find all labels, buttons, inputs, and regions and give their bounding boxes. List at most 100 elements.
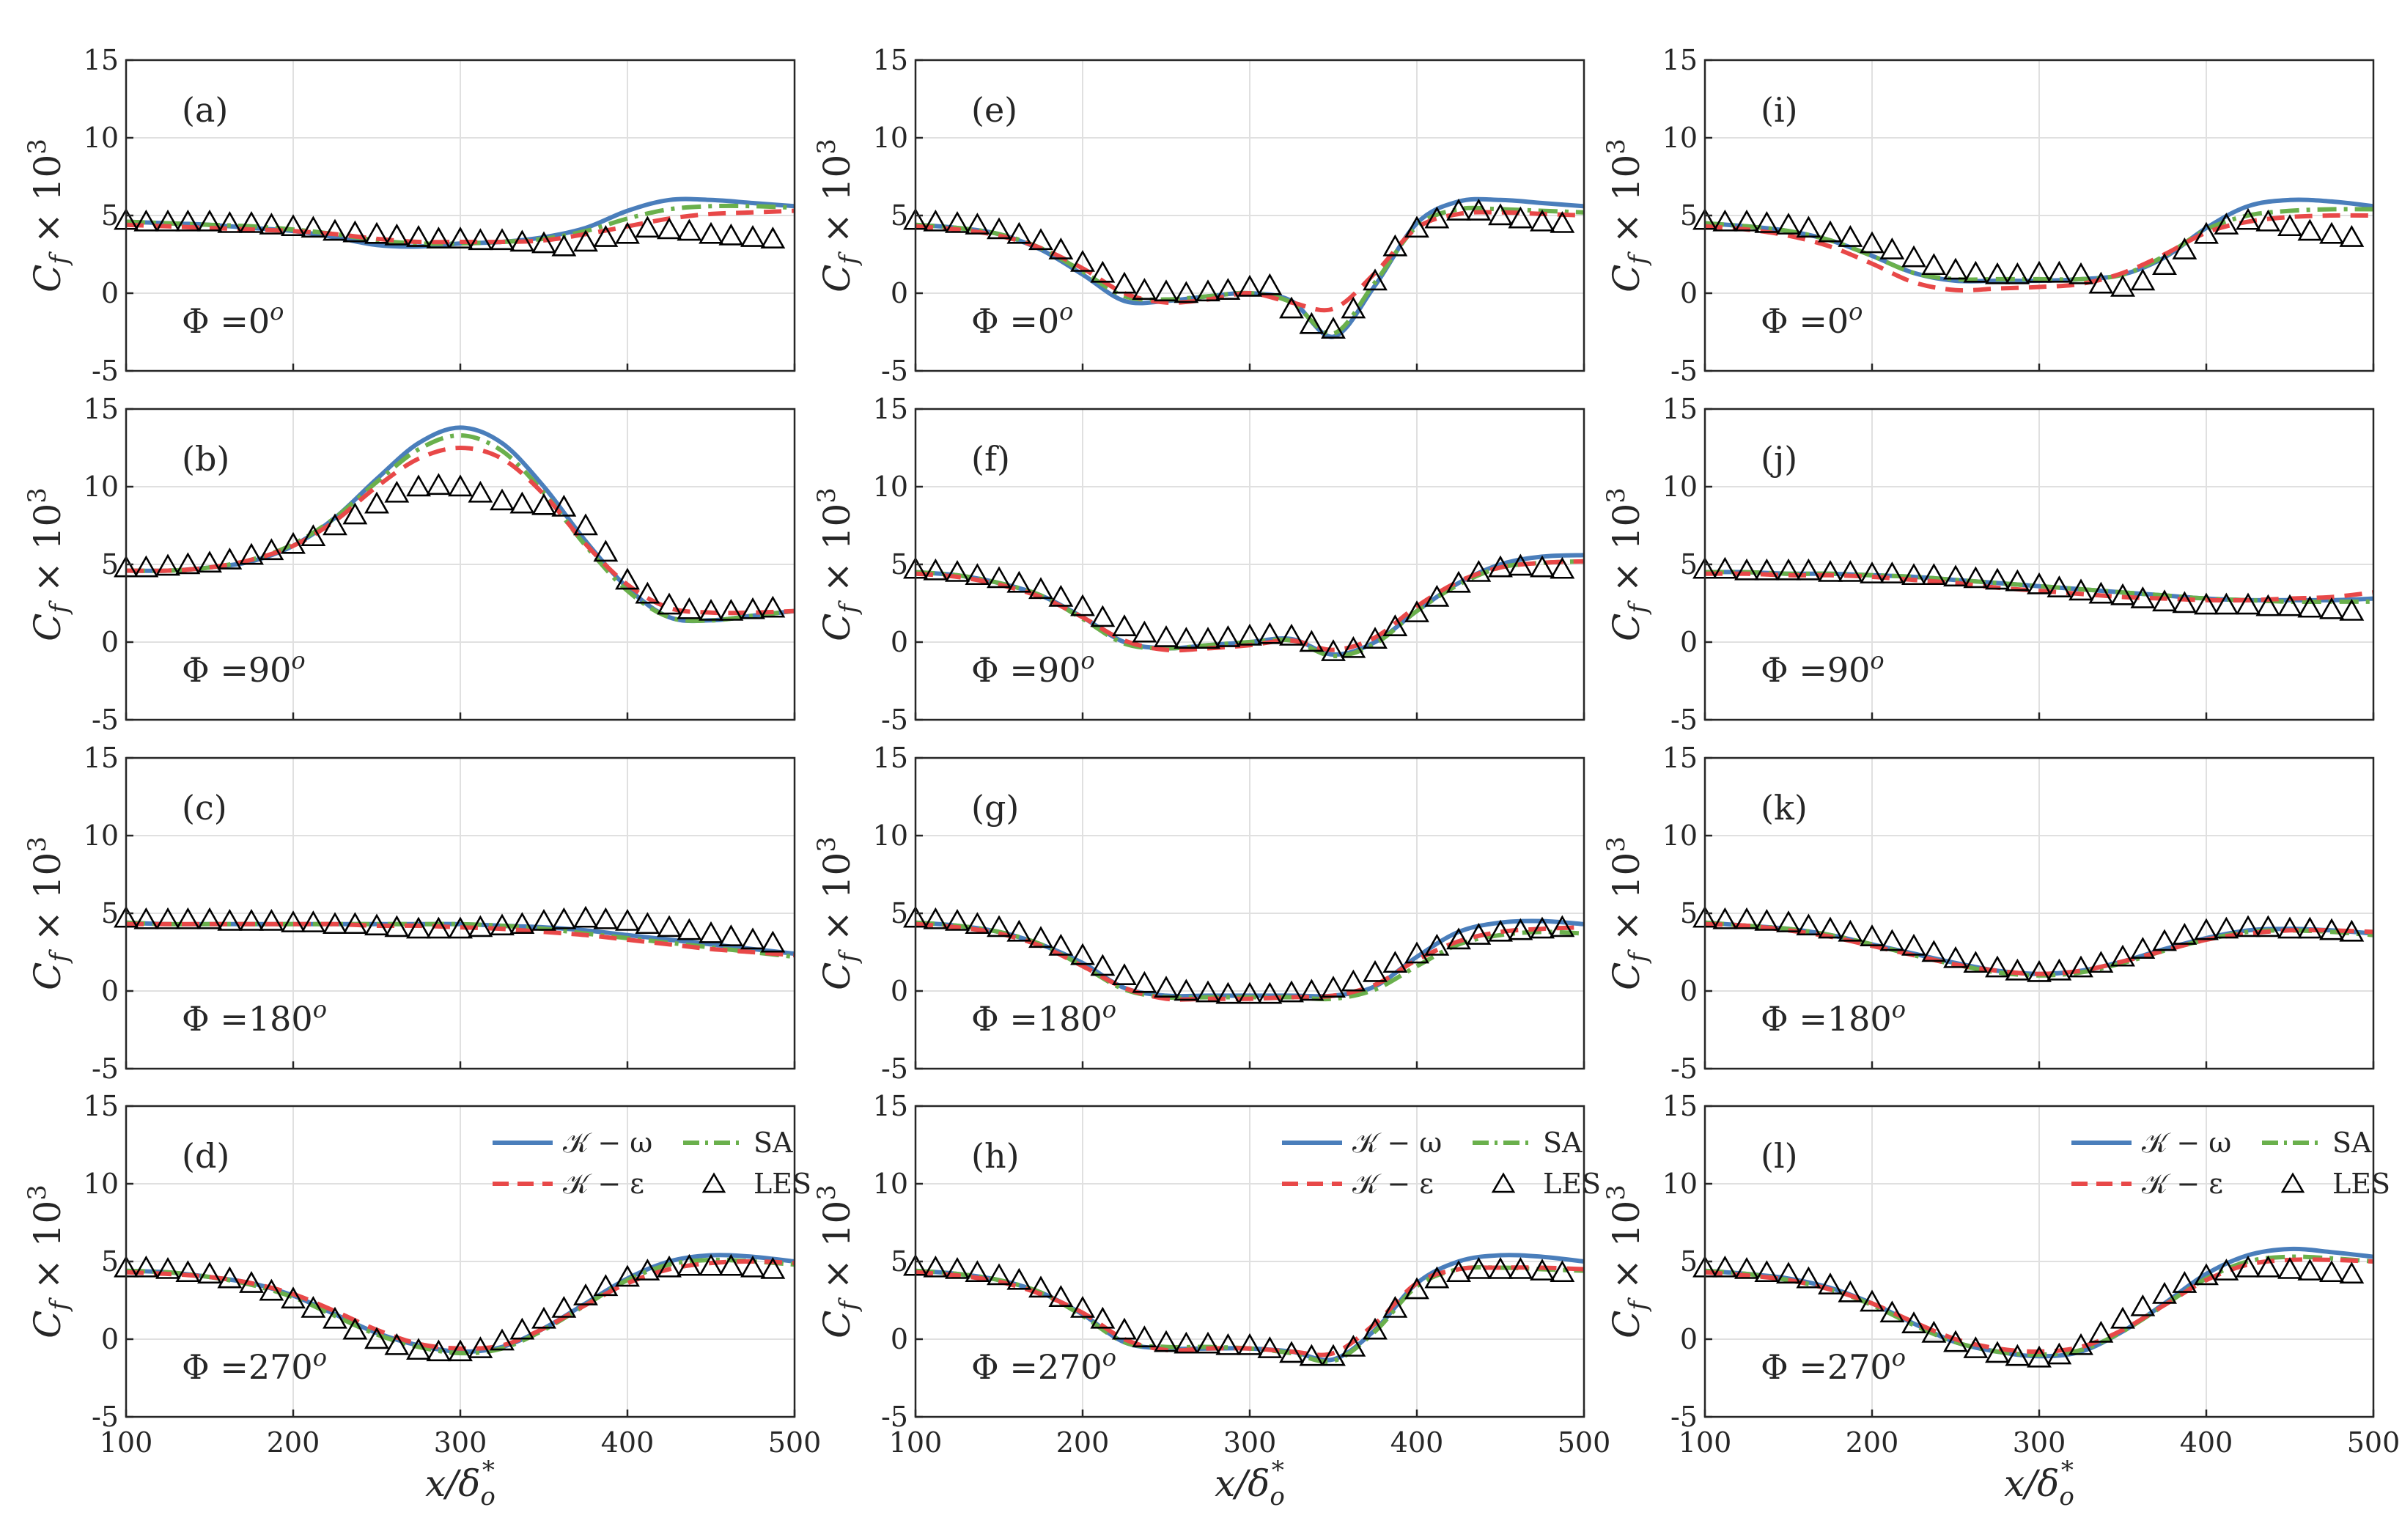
series-k-eps-line [126, 1259, 795, 1351]
les-marker [1112, 614, 1137, 637]
les-marker [677, 597, 702, 619]
les-marker [448, 1339, 473, 1362]
les-marker [490, 488, 515, 511]
les-marker [2068, 955, 2093, 978]
ytick-label: 5 [1680, 897, 1698, 929]
les-marker [197, 550, 222, 573]
les-marker [1963, 951, 1989, 973]
les-marker [2214, 1259, 2239, 1281]
les-marker [1321, 1344, 1346, 1366]
les-marker [1404, 600, 1429, 622]
les-marker [1550, 1260, 1575, 1283]
les-marker [551, 907, 577, 929]
les-marker [945, 908, 970, 931]
les-marker [699, 921, 723, 943]
les-marker [615, 567, 640, 590]
les-marker [2277, 1256, 2302, 1279]
les-marker [1488, 555, 1513, 578]
les-marker [2068, 262, 2093, 284]
les-marker [1154, 625, 1179, 647]
legend-label: LES [1543, 1168, 1601, 1200]
les-marker [677, 1253, 702, 1276]
les-marker [657, 915, 682, 937]
les-marker [406, 474, 431, 497]
phi-label: Φ =270o [182, 1344, 327, 1387]
les-marker [2152, 253, 2177, 276]
ytick-label: 0 [891, 277, 908, 309]
les-marker [323, 912, 347, 935]
ytick-label: 5 [1680, 548, 1698, 581]
y-axis-label: Cf × 103 [1602, 1185, 1653, 1338]
les-marker [1090, 954, 1116, 976]
y-axis-label: Cf × 103 [812, 1185, 863, 1338]
les-marker [175, 907, 201, 929]
les-marker [551, 494, 577, 517]
les-marker [987, 1263, 1012, 1286]
les-marker [2255, 209, 2281, 232]
phi-label: Φ =0o [182, 298, 284, 341]
les-marker [281, 910, 306, 932]
les-marker [1237, 623, 1262, 646]
y-axis-label: Cf × 103 [1602, 139, 1653, 292]
les-marker [945, 1256, 970, 1279]
phi-label: Φ =90o [971, 646, 1095, 690]
les-marker [965, 1260, 990, 1283]
les-marker [406, 916, 431, 939]
les-marker [1985, 567, 2010, 590]
les-marker [2214, 213, 2239, 235]
les-marker [133, 907, 159, 929]
legend-les-marker [2280, 1172, 2305, 1193]
legend-label: 𝒦 − ε [563, 1168, 644, 1200]
series-k-eps-line [916, 1265, 1584, 1357]
les-marker [2236, 592, 2261, 615]
les-marker [965, 912, 990, 935]
les-marker [1257, 1336, 1283, 1358]
les-marker [1838, 1280, 1863, 1303]
les-marker [301, 1295, 326, 1318]
panel-label: (g) [971, 788, 1019, 828]
phi-label: Φ =0o [971, 298, 1073, 341]
les-marker [1943, 1330, 1968, 1352]
les-marker [1424, 933, 1450, 956]
ytick-label: 10 [1662, 1168, 1698, 1200]
les-marker [364, 1327, 389, 1349]
les-marker [1712, 907, 1738, 929]
les-marker [1070, 943, 1095, 965]
y-axis-label: Cf × 103 [23, 836, 74, 990]
les-marker [2152, 589, 2177, 612]
les-marker [1404, 1277, 1429, 1300]
y-axis-label: Cf × 103 [23, 487, 74, 641]
les-marker [2339, 1261, 2365, 1284]
les-marker [1488, 203, 1513, 226]
ytick-label: 0 [891, 626, 908, 658]
les-marker [1446, 927, 1471, 950]
les-marker [593, 225, 619, 247]
les-marker [155, 209, 180, 232]
les-marker [2152, 1281, 2177, 1304]
les-marker [551, 1295, 577, 1318]
les-marker [1963, 566, 1989, 589]
les-marker [1404, 941, 1429, 964]
les-marker [1466, 559, 1492, 582]
les-marker [573, 1283, 598, 1305]
les-marker [923, 558, 948, 581]
les-marker [1341, 635, 1366, 658]
les-marker [1404, 215, 1429, 238]
les-marker [1237, 274, 1262, 297]
les-marker [1508, 918, 1533, 940]
phi-label: Φ =90o [182, 646, 306, 690]
les-marker [1530, 1259, 1555, 1281]
les-marker [2005, 958, 2030, 981]
ytick-label: 5 [891, 897, 908, 929]
les-marker [1488, 1256, 1513, 1279]
les-marker [364, 221, 389, 244]
les-marker [1776, 1261, 1801, 1284]
les-marker [1299, 979, 1325, 1001]
les-marker [1154, 1330, 1179, 1352]
panel-label: (a) [182, 90, 228, 130]
les-marker [615, 221, 640, 244]
legend-label: 𝒦 − ε [2142, 1168, 2223, 1200]
les-marker [406, 225, 431, 247]
les-marker [635, 215, 660, 238]
